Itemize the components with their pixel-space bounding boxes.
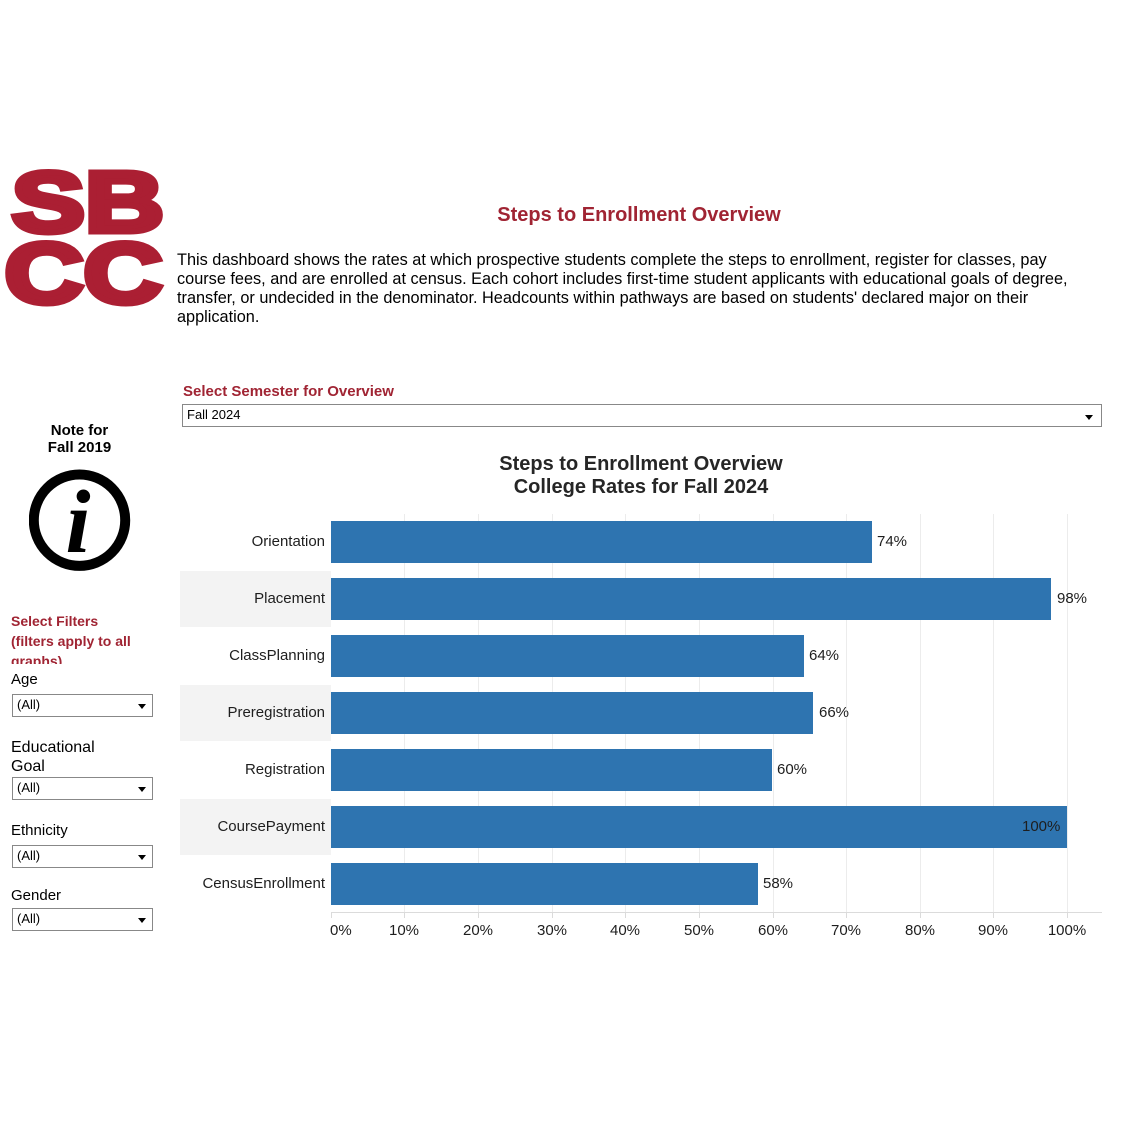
- svg-text:SB: SB: [12, 156, 164, 251]
- svg-text:CC: CC: [5, 226, 163, 320]
- svg-text:i: i: [65, 473, 90, 572]
